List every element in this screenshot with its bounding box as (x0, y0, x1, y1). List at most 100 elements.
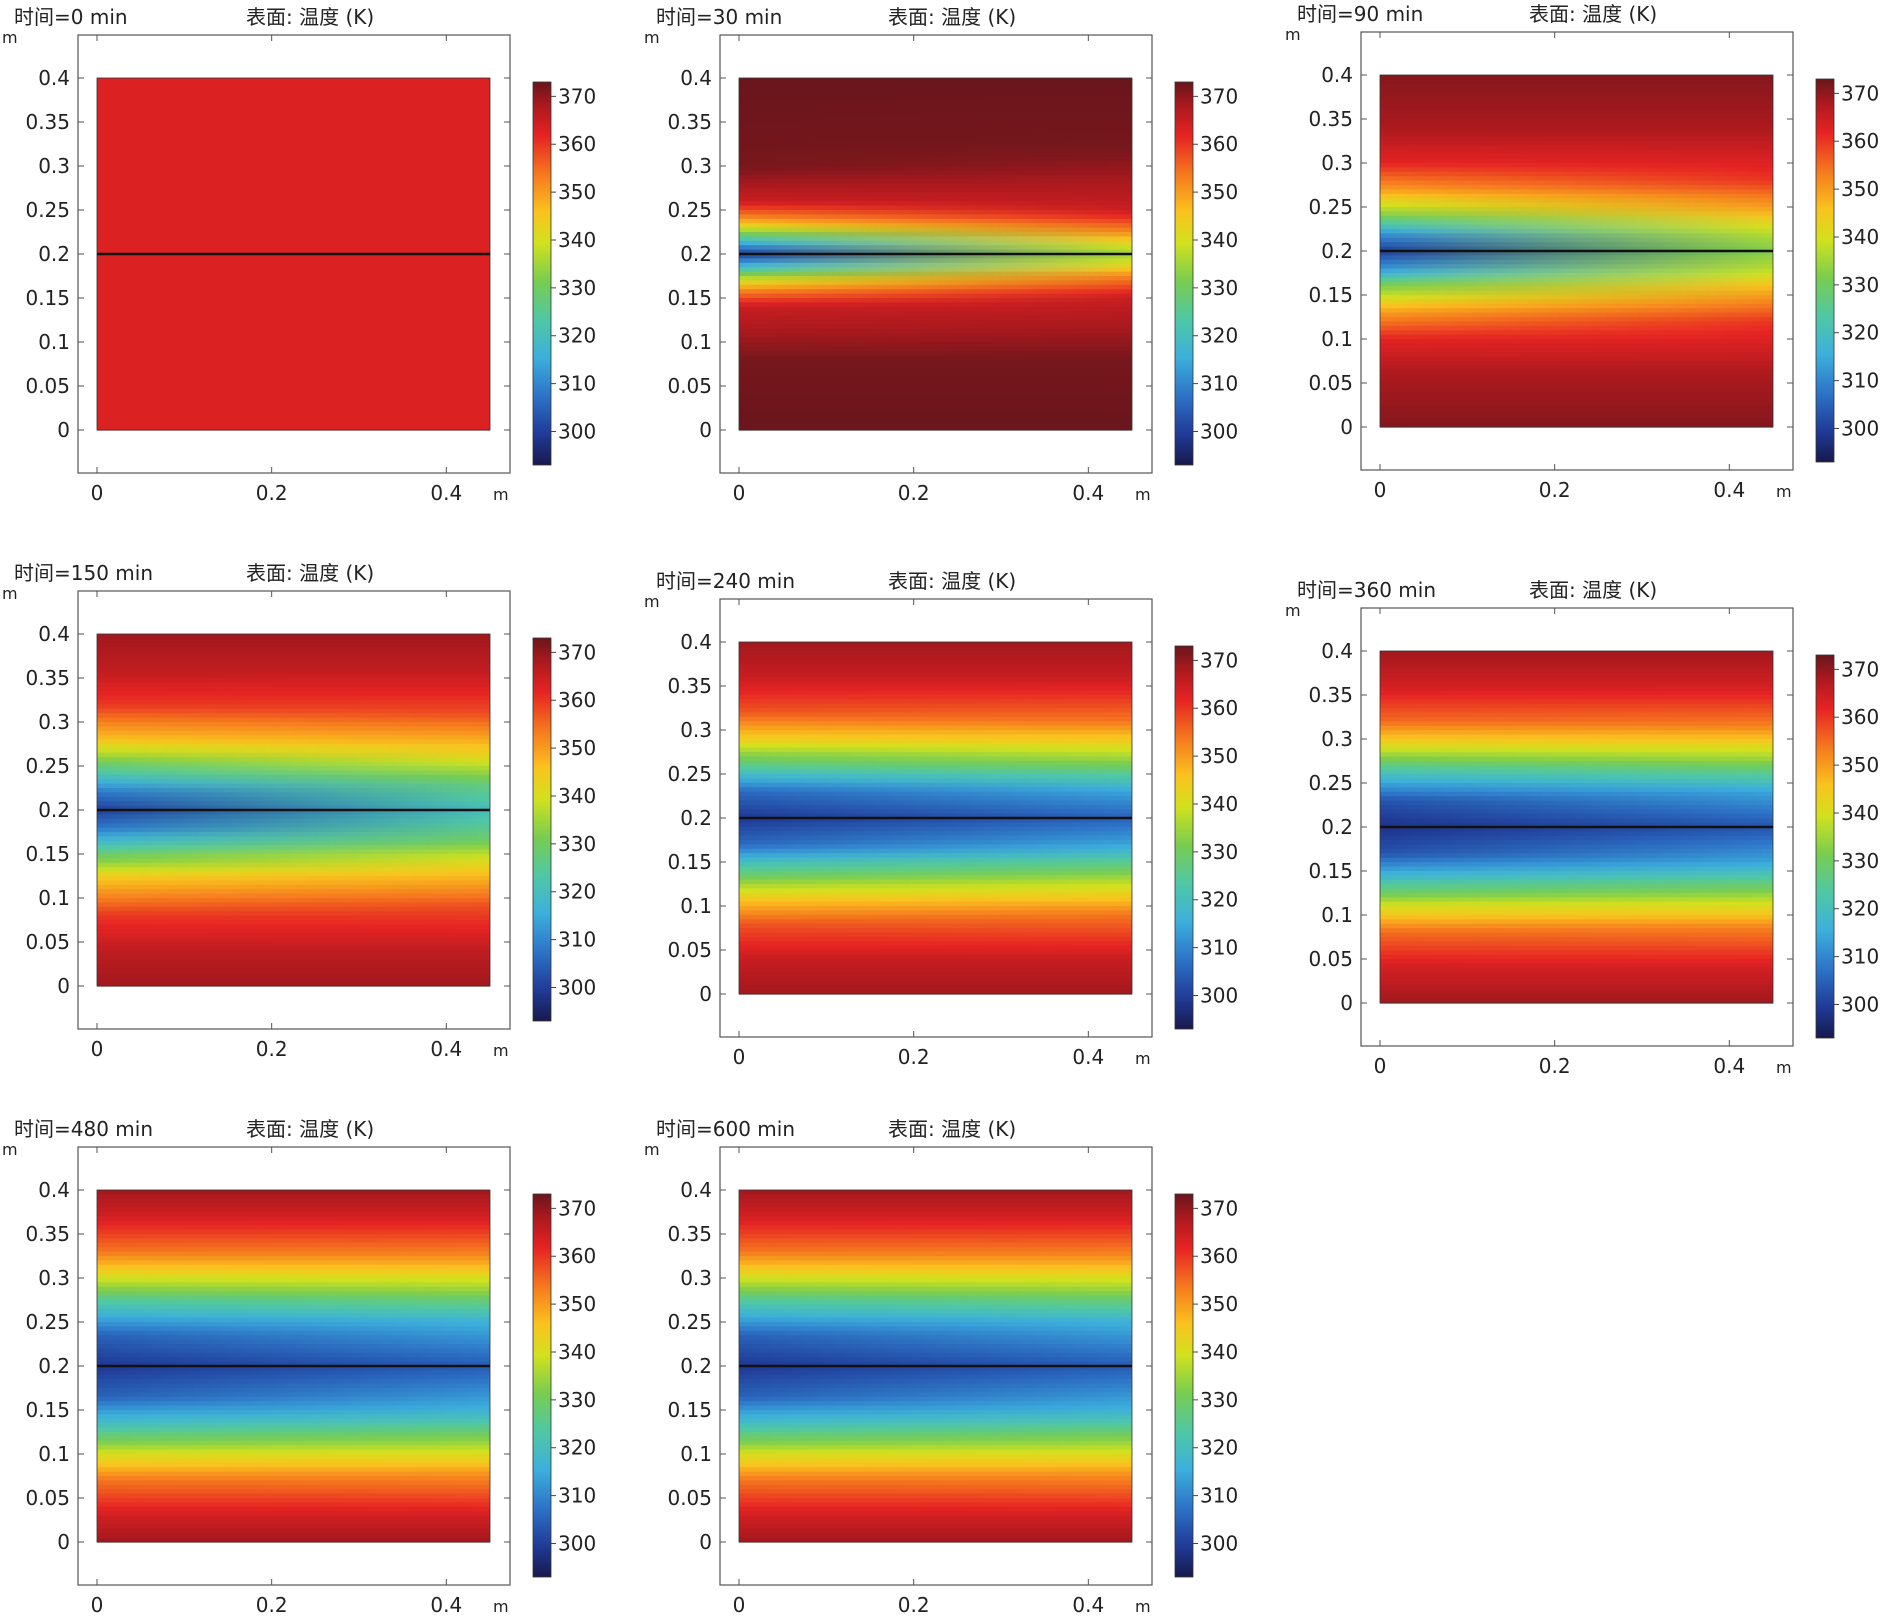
temperature-strip (97, 796, 490, 802)
temperature-strip (97, 902, 490, 908)
colorbar (1815, 654, 1835, 1039)
plot-panel-7: 时间=600 min 表面: 温度 (K) m 0 0.05 0.1 0.15 0.2 0.25… (644, 1117, 1238, 1617)
temperature-strip (739, 892, 1132, 898)
temperature-strip (97, 223, 490, 229)
temperature-strip (97, 1247, 490, 1253)
colorbar-tick-label: 350 (558, 736, 596, 760)
x-axis-unit-label: m (493, 1597, 509, 1616)
temperature-strip (739, 289, 1132, 295)
temperature-strip (97, 1392, 490, 1398)
temperature-strip (1380, 734, 1773, 740)
y-axis-unit-label: m (1285, 25, 1301, 44)
y-tick-label: 0.2 (680, 806, 712, 830)
temperature-strip (1380, 805, 1773, 810)
temperature-strip (1380, 312, 1773, 318)
temperature-strip (739, 1361, 1132, 1367)
temperature-strip (739, 1269, 1132, 1275)
temperature-strip (97, 324, 490, 330)
colorbar-tick-label: 360 (1200, 1244, 1238, 1268)
temperature-strip (739, 716, 1132, 722)
temperature-strip (739, 1286, 1132, 1292)
temperature-strip (739, 412, 1132, 418)
y-tick-label: 0.25 (667, 762, 712, 786)
temperature-strip (739, 721, 1132, 727)
temperature-strip (739, 324, 1132, 330)
temperature-strip (1380, 418, 1773, 424)
colorbar (1815, 78, 1835, 463)
panel-time-label: 时间=480 min (14, 1117, 153, 1141)
temperature-strip (97, 1498, 490, 1503)
temperature-strip (97, 372, 490, 378)
temperature-strip (739, 328, 1132, 334)
temperature-strip (97, 801, 490, 807)
temperature-strip (1380, 352, 1773, 358)
temperature-strip (739, 201, 1132, 207)
y-tick-label: 0.2 (38, 798, 70, 822)
temperature-strip (739, 280, 1132, 286)
temperature-strip (739, 394, 1132, 400)
temperature-strip (1380, 976, 1773, 982)
temperature-strip (739, 1317, 1132, 1323)
temperature-strip (739, 853, 1132, 859)
temperature-strip (97, 704, 490, 710)
temperature-strip (1380, 994, 1773, 1000)
temperature-strip (97, 774, 490, 780)
colorbar-tick-label: 320 (1200, 1436, 1238, 1460)
temperature-strip (1380, 176, 1773, 182)
temperature-strip (97, 333, 490, 339)
temperature-strip (739, 822, 1132, 828)
temperature-strip (739, 1194, 1132, 1200)
temperature-strip (739, 161, 1132, 167)
temperature-strip (97, 1489, 490, 1495)
temperature-strip (739, 879, 1132, 885)
temperature-strip (97, 955, 490, 961)
temperature-strip (97, 1379, 490, 1385)
temperature-strip (97, 386, 490, 391)
temperature-strip (739, 650, 1132, 656)
temperature-strip (739, 1383, 1132, 1389)
colorbar-tick-label: 310 (1200, 372, 1238, 396)
temperature-strip (739, 980, 1132, 986)
temperature-strip (739, 144, 1132, 149)
temperature-strip (97, 669, 490, 675)
temperature-strip (97, 1440, 490, 1446)
temperature-strip (97, 1366, 490, 1371)
temperature-strip (1380, 347, 1773, 353)
temperature-strip (739, 196, 1132, 202)
colorbar-tick-label: 320 (1200, 888, 1238, 912)
temperature-strip (739, 284, 1132, 290)
temperature-strip (1380, 83, 1773, 89)
temperature-strip (739, 1251, 1132, 1257)
x-tick-label: 0.4 (1072, 1593, 1104, 1617)
temperature-strip (739, 1220, 1132, 1226)
temperature-strip (1380, 308, 1773, 314)
y-tick-label: 0.25 (25, 1310, 70, 1334)
temperature-strip (739, 227, 1132, 233)
temperature-strip (97, 660, 490, 666)
temperature-strip (97, 1273, 490, 1279)
temperature-strip (739, 1537, 1132, 1543)
temperature-strip (739, 699, 1132, 705)
temperature-strip (739, 1427, 1132, 1433)
panel-time-label: 时间=600 min (656, 1117, 795, 1141)
temperature-strip (1380, 79, 1773, 85)
temperature-strip (739, 359, 1132, 365)
temperature-strip (97, 1436, 490, 1442)
temperature-strip (97, 152, 490, 158)
temperature-strip (1380, 92, 1773, 98)
colorbar-tick-label: 340 (1200, 1340, 1238, 1364)
temperature-strip (1380, 681, 1773, 687)
y-axis-unit-label: m (644, 28, 660, 47)
temperature-strip (739, 399, 1132, 405)
temperature-strip (97, 1462, 490, 1468)
temperature-strip (739, 1260, 1132, 1266)
temperature-strip (97, 298, 490, 303)
y-tick-label: 0.25 (1308, 195, 1353, 219)
panel-time-label: 时间=360 min (1297, 578, 1436, 602)
y-tick-label: 0.2 (1321, 815, 1353, 839)
temperature-strip (1380, 167, 1773, 173)
temperature-strip (97, 240, 490, 246)
plot-panel-6: 时间=480 min 表面: 温度 (K) m 0 0.05 0.1 0.15 0.2 0.25… (2, 1117, 596, 1617)
temperature-strip (739, 774, 1132, 779)
temperature-strip (97, 1493, 490, 1499)
